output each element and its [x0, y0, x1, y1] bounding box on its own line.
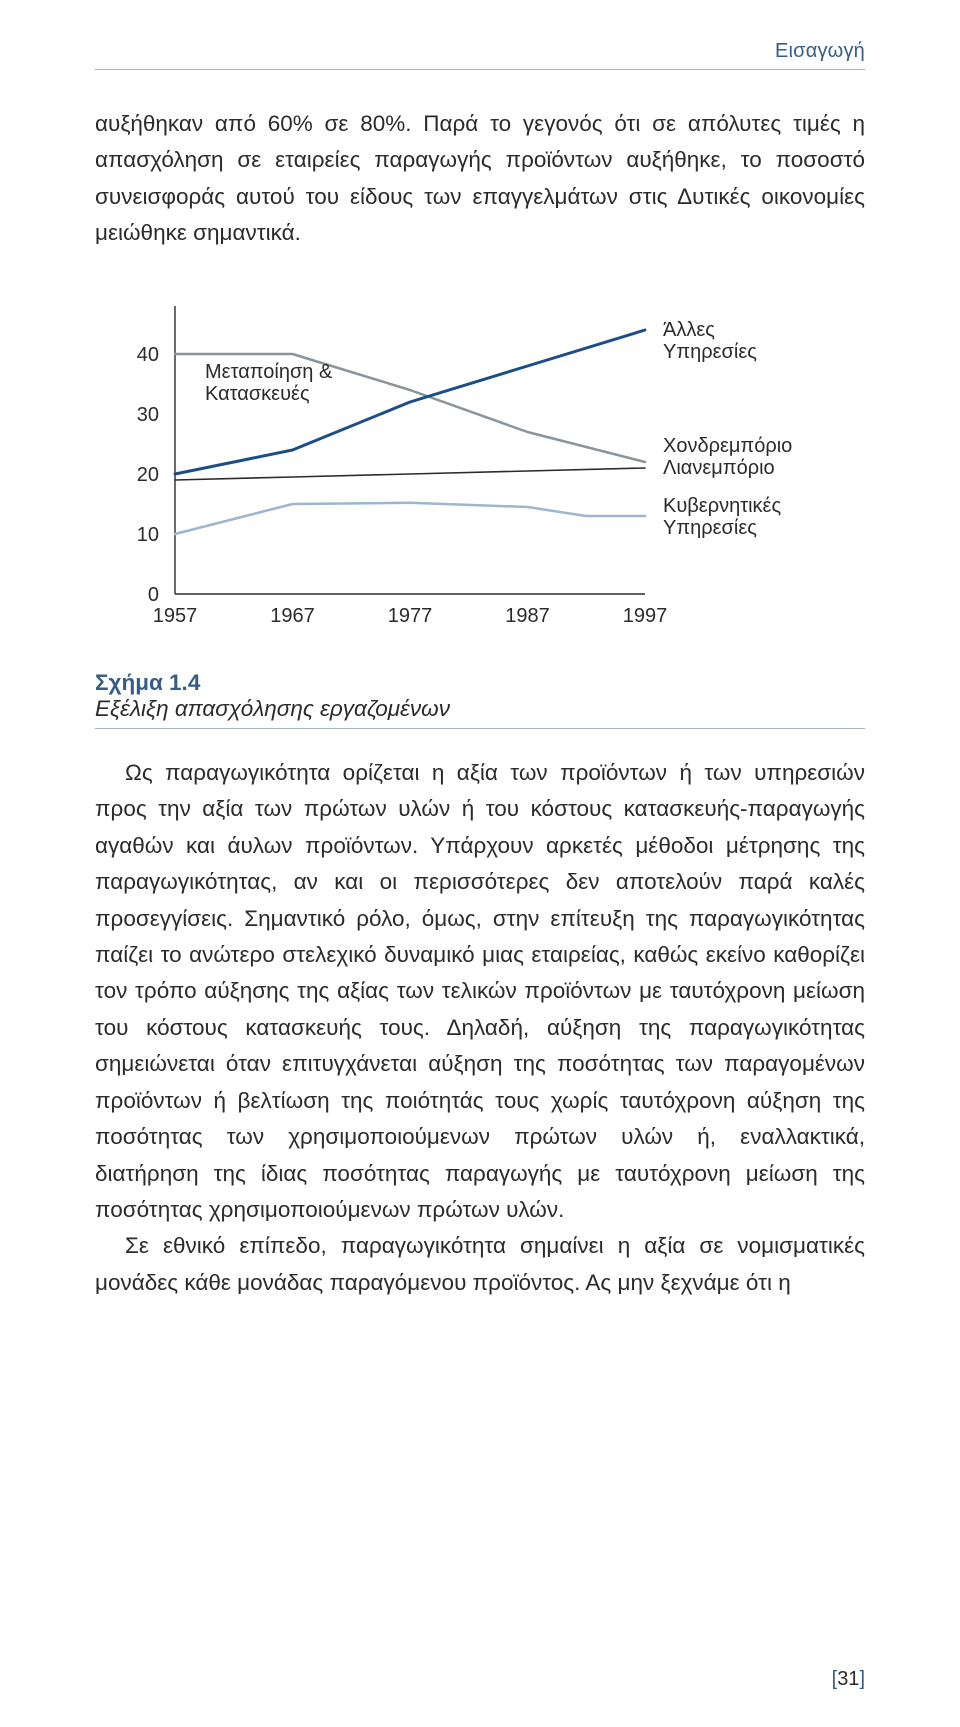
svg-text:10: 10 [137, 524, 159, 546]
svg-text:1967: 1967 [270, 605, 315, 627]
page-number-value: 31 [837, 1668, 859, 1690]
figure-caption: Εξέλιξη απασχόλησης εργαζομένων [95, 696, 865, 729]
page-number: [31] [832, 1668, 865, 1691]
svg-text:40: 40 [137, 344, 159, 366]
paragraph-1: αυξήθηκαν από 60% σε 80%. Παρά το γεγονό… [95, 106, 865, 252]
paragraph-2: Ως παραγωγικότητα ορίζεται η αξία των πρ… [95, 755, 865, 1229]
svg-text:Χονδρεμπόριο &: Χονδρεμπόριο & [663, 435, 795, 457]
svg-text:Κυβερνητικές: Κυβερνητικές [663, 495, 781, 517]
figure-number: Σχήμα 1.4 [95, 670, 865, 696]
bracket-close: ] [859, 1668, 865, 1690]
svg-text:1987: 1987 [505, 605, 550, 627]
employment-chart: 0 10 20 30 40 1957 1967 1977 1987 1997 Μεταποίηση … [95, 286, 795, 646]
svg-text:0: 0 [148, 584, 159, 606]
svg-text:Κατασκευές: Κατασκευές [205, 383, 310, 405]
paragraph-3: Σε εθνικό επίπεδο, παραγωγικότητα σημαίν… [95, 1228, 865, 1301]
svg-text:Λιανεμπόριο: Λιανεμπόριο [663, 457, 775, 479]
svg-text:1977: 1977 [388, 605, 433, 627]
svg-text:Μεταποίηση &: Μεταποίηση & [205, 361, 333, 383]
chart-container: 0 10 20 30 40 1957 1967 1977 1987 1997 Μεταποίηση … [95, 286, 865, 646]
section-header: Εισαγωγή [95, 40, 865, 70]
svg-text:30: 30 [137, 404, 159, 426]
svg-text:Άλλες: Άλλες [663, 319, 715, 341]
svg-text:Υπηρεσίες: Υπηρεσίες [663, 517, 757, 539]
svg-text:1957: 1957 [153, 605, 198, 627]
svg-text:1997: 1997 [623, 605, 668, 627]
svg-text:Υπηρεσίες: Υπηρεσίες [663, 341, 757, 363]
svg-text:20: 20 [137, 464, 159, 486]
